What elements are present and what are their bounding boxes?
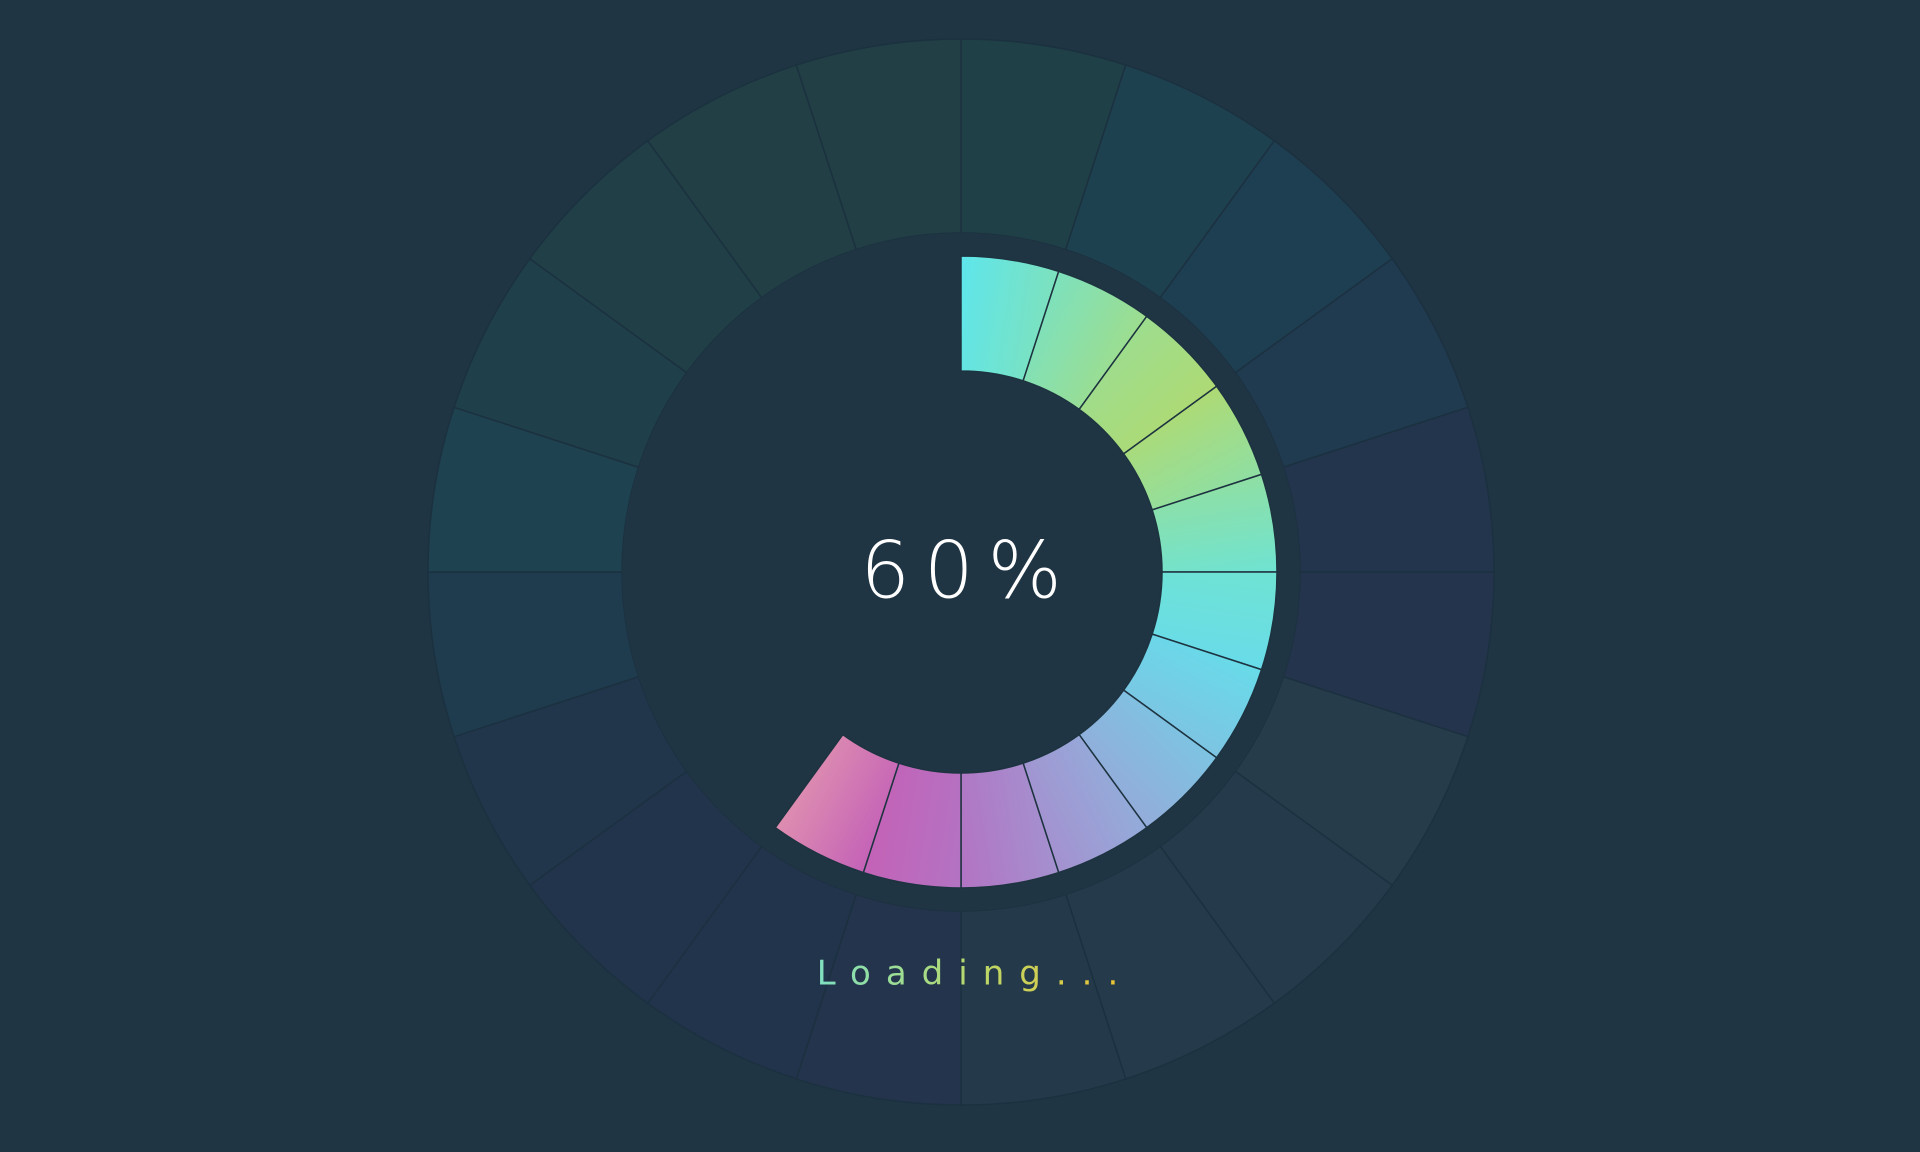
progress-arc (774, 255, 1278, 889)
progress-segment (774, 733, 900, 874)
progress-label: 60% (860, 527, 1075, 617)
status-text: Loading... (817, 954, 1134, 994)
